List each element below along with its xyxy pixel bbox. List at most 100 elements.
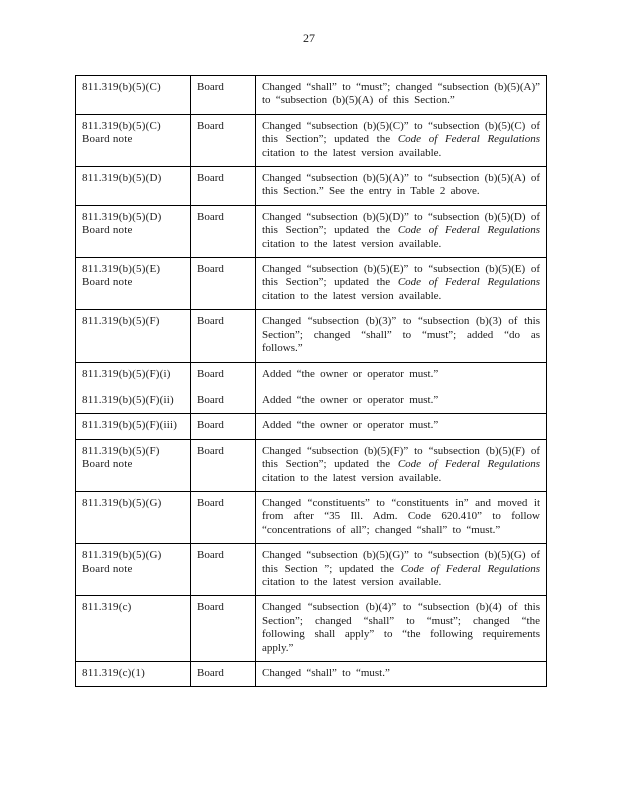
change-segment: Changed “subsection (b)(5)(A)” to “subse…	[262, 172, 540, 198]
section-entry: 811.319(b)(5)(F) Board note	[82, 445, 184, 472]
change-segment: Changed “subsection (b)(4)” to “subsecti…	[262, 601, 540, 654]
change-segment: Changed “shall” to “must.”	[262, 667, 390, 679]
change-segment: Changed “shall” to “must”; changed “subs…	[262, 81, 540, 107]
section-line: 811.319(b)(5)(C)	[82, 81, 161, 93]
citation-italic: Code of Federal Regulations	[397, 133, 540, 146]
change-text: Changed “subsection (b)(5)(D)” to “subse…	[262, 211, 540, 251]
actor-label: Board	[197, 81, 224, 93]
actor-cell: Board	[190, 257, 256, 311]
section-line: 811.319(b)(5)(E)	[82, 263, 161, 276]
section-cell: 811.319(c)	[75, 595, 191, 662]
actor-cell: Board	[190, 595, 256, 662]
change-segment: Added “the owner or operator must.”	[262, 367, 439, 380]
section-entry: 811.319(b)(5)(C) Board note	[82, 120, 184, 147]
change-segment: citation to the latest version available…	[262, 146, 442, 159]
section-entry: 811.319(b)(5)(E) Board note	[82, 263, 184, 290]
section-entry: 811.319(b)(5)(F)(ii)	[82, 394, 184, 407]
citation-italic: Code of Federal Regulations	[397, 224, 540, 237]
actor-label: Board	[197, 119, 224, 132]
change-text: Changed “subsection (b)(3)” to “subsecti…	[262, 315, 540, 355]
change-segment: citation to the latest version available…	[262, 237, 442, 250]
section-entry: 811.319(b)(5)(G)	[82, 497, 184, 510]
change-cell: Changed “subsection (b)(5)(D)” to “subse…	[255, 204, 547, 259]
change-segment: citation to the latest version available…	[262, 289, 442, 302]
table-row: 811.319(b)(5)(F)(i) 811.319(b)(5)(F)(ii) B…	[75, 361, 547, 415]
actor-label: Board	[197, 393, 224, 406]
change-cell: Changed “shall” to “must”; changed “subs…	[255, 75, 547, 115]
section-entry: 811.319(b)(5)(F)(i)	[82, 368, 184, 381]
actor-label: Board	[197, 549, 224, 562]
table-row: 811.319(b)(5)(C) Board note Board Changed “…	[75, 113, 547, 168]
table-row: 811.319(b)(5)(F) Board Changed “subsection…	[75, 309, 547, 363]
table-row: 811.319(b)(5)(G) Board Changed “constituen…	[75, 490, 547, 545]
section-line: Board note	[82, 458, 133, 471]
actor-label: Board	[197, 367, 224, 380]
actor-cell: Board	[190, 438, 256, 492]
citation-italic: Code of Federal Regulations	[400, 562, 540, 575]
section-cell: 811.319(b)(5)(F) Board note	[75, 438, 191, 492]
table-row: 811.319(b)(5)(D) Board Changed “subsection…	[75, 166, 547, 206]
section-entry: 811.319(c)(1)	[82, 667, 184, 680]
change-cell: Changed “subsection (b)(5)(A)” to “subse…	[255, 166, 547, 206]
change-segment: Added “the owner or operator must.”	[262, 419, 439, 432]
section-cell: 811.319(b)(5)(G)	[75, 490, 191, 545]
actor-cell: Board	[190, 660, 256, 688]
citation-italic: Code of Federal Regulations	[397, 458, 540, 471]
change-cell: Changed “constituents” to “constituents …	[255, 490, 547, 545]
change-cell: Changed “subsection (b)(3)” to “subsecti…	[255, 309, 547, 363]
page-number: 27	[303, 31, 315, 45]
section-line: 811.319(b)(5)(F)(iii)	[82, 419, 178, 432]
actor-label: Board	[197, 210, 224, 223]
change-segment: Changed “subsection (b)(5)(D)” to “subse…	[262, 210, 540, 237]
change-text: Changed “subsection (b)(5)(F)” to “subse…	[262, 445, 540, 485]
change-cell: Changed “subsection (b)(5)(E)” to “subse…	[255, 257, 547, 311]
actor-label: Board	[197, 419, 224, 432]
table-row: 811.319(b)(5)(C) Board Changed “shall” to …	[75, 75, 547, 115]
section-entry: 811.319(b)(5)(D)	[82, 172, 184, 185]
actor-cell: Board	[190, 490, 256, 545]
section-line: Board note	[82, 133, 133, 146]
amendments-table: 811.319(b)(5)(C) Board Changed “shall” to …	[75, 75, 547, 688]
section-line: 811.319(b)(5)(F)	[82, 444, 160, 457]
change-cell: Changed “subsection (b)(5)(F)” to “subse…	[255, 438, 547, 492]
actor-cell: Board	[190, 204, 256, 259]
change-text: Changed “subsection (b)(5)(E)” to “subse…	[262, 263, 540, 303]
table-row: 811.319(b)(5)(F) Board note Board Changed “…	[75, 438, 547, 492]
section-cell: 811.319(b)(5)(D)	[75, 166, 191, 206]
change-segment: Changed “constituents” to “constituents …	[262, 496, 540, 536]
table-row: 811.319(c)(1) Board Changed “shall” to “mu…	[75, 660, 547, 688]
table-row: 811.319(c) Board Changed “subsection (b)(4…	[75, 595, 547, 662]
section-entry: 811.319(b)(5)(F)	[82, 315, 184, 328]
table-row: 811.319(b)(5)(F)(iii) Board Added “the own…	[75, 413, 547, 440]
change-segment: Changed “subsection (b)(5)(C)” to “subse…	[262, 119, 540, 146]
section-entry: 811.319(b)(5)(G) Board note	[82, 549, 184, 576]
change-text: Changed “subsection (b)(5)(C)” to “subse…	[262, 120, 540, 160]
section-cell: 811.319(b)(5)(C) Board note	[75, 113, 191, 168]
change-text: Added “the owner or operator must.”	[262, 394, 540, 407]
change-cell: Changed “subsection (b)(5)(G)” to “subse…	[255, 543, 547, 597]
change-text: Changed “shall” to “must.”	[262, 667, 540, 680]
change-text: Added “the owner or operator must.”	[262, 419, 540, 432]
actor-label: Board	[197, 667, 224, 679]
change-cell: Added “the owner or operator must.”	[255, 413, 547, 440]
actor-cell: Board Board	[190, 361, 256, 415]
actor-label: Board	[197, 444, 224, 457]
change-segment: citation to the latest version available…	[262, 575, 442, 588]
table-row: 811.319(b)(5)(E) Board note Board Changed “…	[75, 257, 547, 311]
actor-cell: Board	[190, 413, 256, 440]
actor-label: Board	[197, 315, 224, 328]
change-segment: Changed “subsection (b)(3)” to “subsecti…	[262, 315, 540, 355]
section-cell: 811.319(b)(5)(D) Board note	[75, 204, 191, 259]
section-line: 811.319(b)(5)(D)	[82, 210, 162, 223]
actor-label: Board	[197, 601, 224, 614]
change-text: Changed “constituents” to “constituents …	[262, 497, 540, 537]
change-segment: Changed “subsection (b)(5)(F)” to “subse…	[262, 444, 540, 471]
section-line: 811.319(b)(5)(F)(i)	[82, 367, 171, 380]
actor-label: Board	[197, 496, 224, 509]
section-line: 811.319(b)(5)(G)	[82, 549, 162, 562]
actor-label: Board	[197, 172, 224, 185]
change-text: Changed “subsection (b)(5)(G)” to “subse…	[262, 549, 540, 589]
change-text: Changed “subsection (b)(4)” to “subsecti…	[262, 601, 540, 655]
change-cell: Added “the owner or operator must.” Added…	[255, 361, 547, 415]
